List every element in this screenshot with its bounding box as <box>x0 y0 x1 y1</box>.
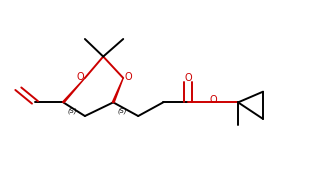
Text: O: O <box>184 73 192 83</box>
Polygon shape <box>112 78 123 103</box>
Text: O: O <box>76 72 84 82</box>
Text: (S): (S) <box>118 108 127 114</box>
Text: O: O <box>125 72 132 82</box>
Polygon shape <box>63 78 85 103</box>
Text: O: O <box>209 95 217 105</box>
Text: (S): (S) <box>68 108 77 114</box>
